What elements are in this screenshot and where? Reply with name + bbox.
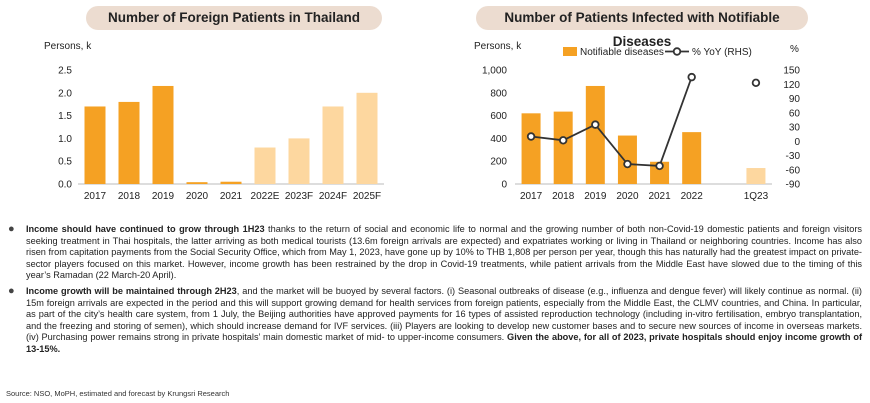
y-tick-label: 1,000 bbox=[482, 66, 507, 77]
bar bbox=[254, 147, 276, 184]
bullet1-body: thanks to the return of social and econo… bbox=[26, 224, 862, 281]
y-tick-label: 0.5 bbox=[58, 157, 72, 168]
x-tick-label: 2018 bbox=[118, 191, 141, 202]
bar bbox=[118, 101, 140, 184]
legend-label: % YoY (RHS) bbox=[692, 47, 752, 58]
x-tick-label: 2017 bbox=[84, 191, 107, 202]
x-tick-label: 2023F bbox=[285, 191, 313, 202]
y-tick-label: 1.0 bbox=[58, 134, 72, 145]
bar bbox=[617, 135, 637, 184]
x-tick-label: 2022E bbox=[251, 191, 280, 202]
y-tick-label: 600 bbox=[490, 111, 507, 122]
yoy-point bbox=[591, 120, 600, 129]
bar bbox=[288, 138, 310, 184]
legend-bar-swatch bbox=[563, 47, 577, 56]
bullet1-heading: Income should have continued to grow thr… bbox=[26, 224, 265, 234]
notifiable-diseases-chart: Persons, k % 0 200 400 600 800 1,000 -90 -60 -30 0 3… bbox=[474, 41, 801, 202]
y-axis-label: Persons, k bbox=[44, 41, 92, 52]
commentary-item-1: ● Income should have continued to grow t… bbox=[6, 223, 862, 282]
chart1-title: Number of Foreign Patients in Thailand bbox=[86, 6, 382, 30]
yoy-point bbox=[623, 159, 632, 169]
y-tick-label: 1.5 bbox=[58, 111, 72, 122]
bullet2-body: , and the market will be buoyed by sever… bbox=[26, 285, 862, 343]
bar bbox=[84, 106, 106, 184]
x-tick-label: 2018 bbox=[552, 191, 575, 202]
x-tick-label: 2019 bbox=[584, 191, 607, 202]
x-tick-label: 2020 bbox=[186, 191, 209, 202]
bar bbox=[152, 85, 174, 184]
yoy-point bbox=[526, 132, 536, 141]
y2-tick-label: 60 bbox=[789, 108, 801, 119]
x-tick-label: 2024F bbox=[319, 191, 347, 202]
bar bbox=[746, 168, 766, 184]
x-tick-label: 2019 bbox=[152, 191, 175, 202]
x-tick-label: 2022 bbox=[681, 191, 704, 202]
bar bbox=[220, 181, 242, 184]
x-tick-label: 2021 bbox=[220, 191, 243, 202]
yoy-point bbox=[687, 72, 696, 82]
y2-tick-label: 120 bbox=[783, 80, 800, 91]
y2-tick-label: -60 bbox=[786, 165, 801, 176]
yoy-line bbox=[530, 76, 693, 167]
bullet2-heading: Income growth will be maintained through… bbox=[26, 285, 237, 296]
y-tick-label: 200 bbox=[490, 157, 507, 168]
y-tick-label: 2.0 bbox=[58, 88, 72, 99]
bar bbox=[682, 132, 702, 184]
bar bbox=[186, 182, 208, 184]
source-note: Source: NSO, MoPH, estimated and forecas… bbox=[6, 389, 230, 398]
y-axis-label: Persons, k bbox=[474, 41, 522, 52]
foreign-patients-chart: Persons, k 0.0 0.5 1.0 1.5 2.0 2.5 2017 2018 2019… bbox=[44, 41, 384, 202]
bar bbox=[322, 106, 344, 184]
bullet2-conclusion: Given the above, for all of 2023, privat… bbox=[26, 332, 862, 354]
x-tick-label: 1Q23 bbox=[744, 191, 769, 202]
yoy-point bbox=[558, 136, 568, 145]
x-tick-label: 2025F bbox=[353, 191, 381, 202]
yoy-point bbox=[655, 161, 664, 171]
bar bbox=[553, 111, 573, 184]
bar bbox=[585, 85, 605, 184]
chart2-title: Number of Patients Infected with Notifia… bbox=[476, 6, 808, 49]
y-tick-label: 0 bbox=[501, 180, 507, 191]
bar bbox=[521, 113, 541, 184]
y-tick-label: 400 bbox=[490, 134, 507, 145]
bullet-icon: ● bbox=[8, 223, 15, 235]
y-tick-label: 800 bbox=[490, 88, 507, 99]
commentary-list: ● Income should have continued to grow t… bbox=[6, 223, 862, 360]
y2-tick-label: -30 bbox=[786, 151, 801, 162]
bullet-icon: ● bbox=[8, 284, 15, 297]
x-tick-label: 2017 bbox=[520, 191, 543, 202]
y2-tick-label: 150 bbox=[783, 66, 800, 77]
y2-tick-label: 30 bbox=[789, 123, 801, 134]
y2-tick-label: 0 bbox=[794, 137, 800, 148]
legend-line-marker bbox=[672, 47, 682, 56]
legend-label: Notifiable diseases bbox=[580, 47, 664, 58]
y-tick-label: 2.5 bbox=[58, 66, 72, 77]
yoy-point bbox=[751, 78, 761, 88]
y-tick-label: 0.0 bbox=[58, 180, 72, 191]
x-tick-label: 2021 bbox=[648, 191, 671, 202]
x-tick-label: 2020 bbox=[616, 191, 639, 202]
commentary-item-2: ● Income growth will be maintained throu… bbox=[6, 284, 862, 356]
y2-tick-label: 90 bbox=[789, 94, 801, 105]
bar bbox=[356, 92, 378, 184]
bar bbox=[650, 161, 670, 184]
y2-axis-label: % bbox=[790, 44, 799, 55]
y2-tick-label: -90 bbox=[786, 180, 801, 191]
